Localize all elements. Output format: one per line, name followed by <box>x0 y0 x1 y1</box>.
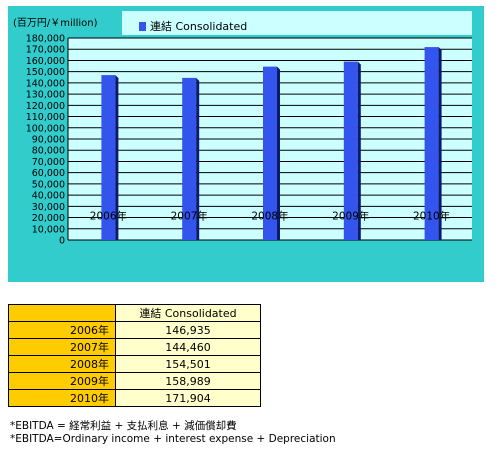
table-row: 2010年 171,904 <box>8 389 261 407</box>
bar <box>182 77 197 240</box>
y-tick-label: 160,000 <box>26 56 65 67</box>
bar-side <box>196 77 200 240</box>
x-tick-label: 2007年 <box>171 210 208 223</box>
table-value: 146,935 <box>115 321 261 339</box>
table-row: 2009年 158,989 <box>8 372 261 390</box>
bar <box>101 75 116 240</box>
chart-panel: 180,000 170,000 160,000 150,000 140,000 130,0… <box>8 6 484 282</box>
y-tick-label: 150,000 <box>26 67 65 78</box>
bar-side <box>357 61 361 240</box>
y-tick-label: 130,000 <box>26 90 65 101</box>
bar-chart: 180,000170,000160,000150,000140,000130,0… <box>26 11 472 247</box>
x-tick-label: 2006年 <box>90 210 127 223</box>
y-tick-label: 20,000 <box>32 213 65 224</box>
y-tick-label: 50,000 <box>32 179 65 190</box>
y-tick-label: 0 <box>59 236 65 247</box>
y-tick-label: 140,000 <box>26 78 65 89</box>
bar-side <box>277 66 280 240</box>
table-value: 144,460 <box>115 338 261 356</box>
data-table: 連結 Consolidated 2006年 146,935 2007年 144,… <box>8 304 261 407</box>
x-tick-label: 2008年 <box>251 210 288 223</box>
table-row: 2006年 146,935 <box>8 321 261 339</box>
table-header-blank <box>8 304 116 322</box>
footnote-en: *EBITDA=Ordinary income + interest expen… <box>10 433 336 445</box>
y-tick-label: 100,000 <box>26 123 65 134</box>
x-tick-label: 2010年 <box>413 210 450 223</box>
y-tick-label: 10,000 <box>32 224 65 235</box>
table-year: 2010年 <box>8 389 116 407</box>
unit-label: (百万円/￥million) <box>13 18 98 29</box>
y-tick-label: 120,000 <box>26 101 65 112</box>
bar <box>263 66 277 240</box>
table-value: 154,501 <box>115 355 261 373</box>
y-tick-label: 90,000 <box>32 135 65 146</box>
y-tick-label: 110,000 <box>26 112 65 123</box>
x-tick-label: 2009年 <box>332 210 369 223</box>
legend-label: 連結 Consolidated <box>150 20 248 33</box>
y-tick-label: 170,000 <box>26 45 65 56</box>
y-tick-label: 60,000 <box>32 168 65 179</box>
bar-side <box>115 75 119 240</box>
table-header-row: 連結 Consolidated <box>8 304 261 322</box>
table-value: 158,989 <box>115 372 261 390</box>
bar <box>343 61 358 240</box>
table-value: 171,904 <box>115 389 261 407</box>
table-year: 2009年 <box>8 372 116 390</box>
y-tick-label: 70,000 <box>32 157 65 168</box>
table-row: 2007年 144,460 <box>8 338 261 356</box>
legend-box <box>122 11 472 35</box>
table-year: 2007年 <box>8 338 116 356</box>
legend: 連結 Consolidated <box>139 19 247 35</box>
table-year: 2006年 <box>8 321 116 339</box>
y-tick-label: 30,000 <box>32 202 65 213</box>
table-row: 2008年 154,501 <box>8 355 261 373</box>
bar <box>424 47 439 240</box>
y-tick-label: 40,000 <box>32 191 65 202</box>
footnote-ja: *EBITDA = 経常利益 + 支払利息 + 減価償却費 <box>10 420 237 432</box>
table-year: 2008年 <box>8 355 116 373</box>
table-header-label: 連結 Consolidated <box>115 304 261 322</box>
legend-swatch <box>139 22 146 31</box>
y-tick-label: 180,000 <box>26 34 65 45</box>
y-tick-label: 80,000 <box>32 146 65 157</box>
bar-side <box>438 47 442 240</box>
